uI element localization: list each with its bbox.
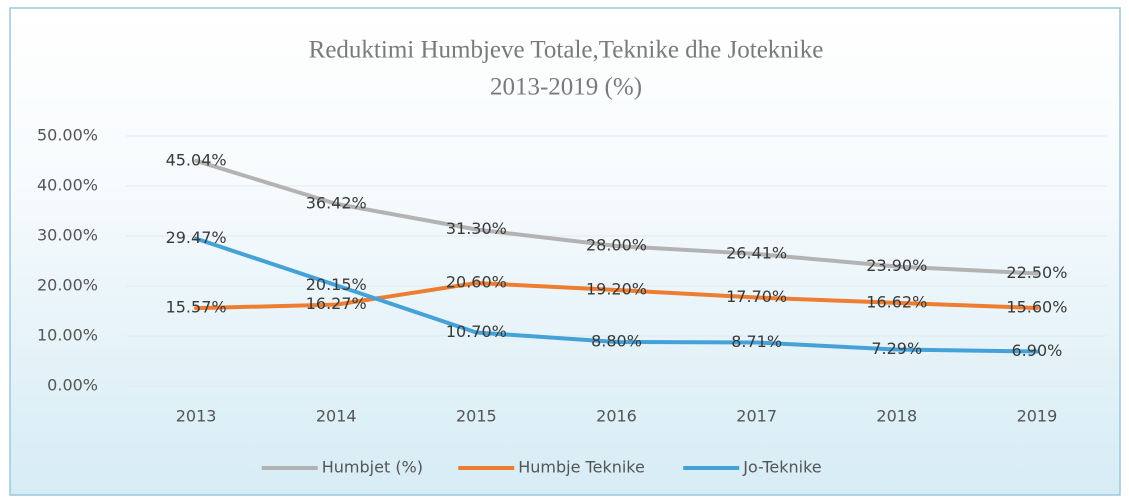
- data-label: 31.30%: [446, 219, 507, 238]
- y-tick-label: 50.00%: [37, 126, 98, 145]
- y-tick-label: 30.00%: [37, 226, 98, 245]
- data-label: 10.70%: [446, 322, 507, 341]
- series-line: [194, 158, 1039, 276]
- y-tick-label: 10.00%: [37, 326, 98, 345]
- data-label: 20.60%: [446, 273, 507, 292]
- data-label: 8.80%: [591, 332, 642, 351]
- chart-title: Reduktimi Humbjeve Totale,Teknike dhe Jo…: [309, 37, 824, 64]
- series-line: [194, 281, 1039, 311]
- data-label: 16.62%: [866, 292, 927, 311]
- data-label: 7.29%: [871, 339, 922, 358]
- chart-subtitle: 2013-2019 (%): [490, 74, 642, 101]
- series-line: [194, 236, 1039, 354]
- data-label: 28.00%: [586, 236, 647, 255]
- y-tick-label: 40.00%: [37, 176, 98, 195]
- legend-label: Humbje Teknike: [518, 458, 645, 477]
- x-tick-label: 2015: [456, 407, 497, 426]
- chart-frame: [9, 7, 1121, 496]
- data-label: 17.70%: [726, 287, 787, 306]
- data-label: 16.27%: [306, 294, 367, 313]
- x-tick-label: 2014: [316, 407, 357, 426]
- data-label: 26.41%: [726, 243, 787, 262]
- data-label: 15.57%: [166, 298, 227, 317]
- y-tick-label: 0.00%: [47, 376, 98, 395]
- data-label: 15.60%: [1006, 298, 1067, 317]
- legend-label: Jo-Teknike: [742, 458, 821, 477]
- data-label: 6.90%: [1012, 341, 1063, 360]
- data-label: 45.04%: [166, 150, 227, 169]
- x-tick-label: 2013: [176, 407, 217, 426]
- x-tick-label: 2017: [736, 407, 777, 426]
- data-label: 36.42%: [306, 193, 367, 212]
- x-tick-label: 2019: [1017, 407, 1058, 426]
- data-label: 23.90%: [866, 256, 927, 275]
- data-label: 8.71%: [731, 332, 782, 351]
- legend-label: Humbjet (%): [322, 458, 423, 477]
- data-label: 19.20%: [586, 280, 647, 299]
- data-label: 20.15%: [306, 275, 367, 294]
- y-tick-label: 20.00%: [37, 276, 98, 295]
- x-tick-label: 2018: [876, 407, 917, 426]
- x-tick-label: 2016: [596, 407, 637, 426]
- data-label: 29.47%: [166, 228, 227, 247]
- data-label: 22.50%: [1006, 263, 1067, 282]
